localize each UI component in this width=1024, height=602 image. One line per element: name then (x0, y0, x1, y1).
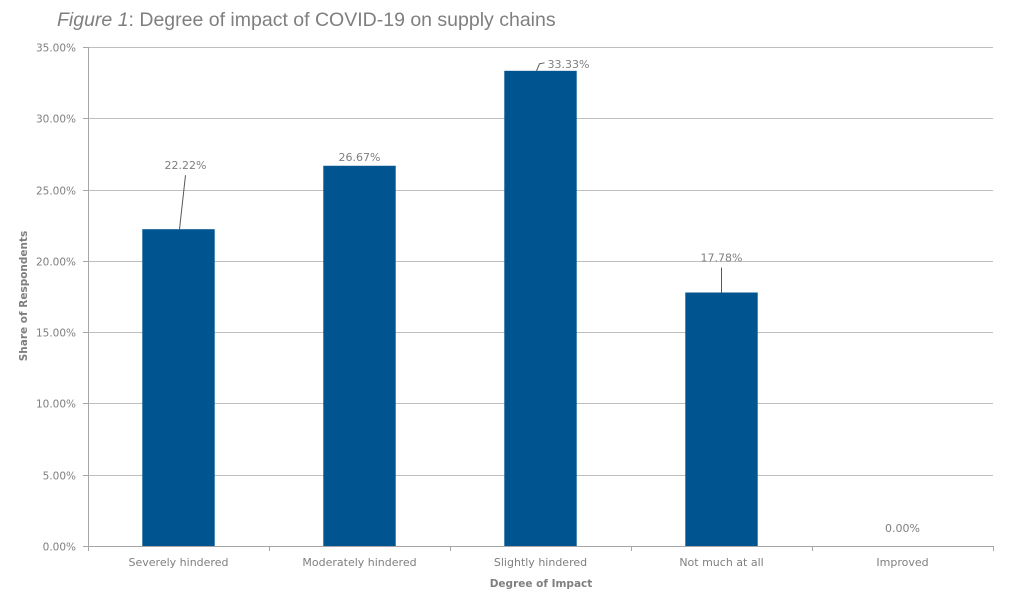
y-tick-label: 35.00% (36, 43, 76, 55)
chart-title-text: : Degree of impact of COVID-19 on supply… (128, 9, 556, 31)
y-tick-label: 25.00% (36, 186, 76, 198)
y-tick-label: 10.00% (36, 399, 76, 411)
data-label: 17.78% (701, 252, 743, 265)
bar (504, 70, 577, 547)
data-label: 0.00% (885, 522, 920, 535)
y-tick-label: 0.00% (43, 542, 76, 554)
y-tick-label: 20.00% (36, 257, 76, 269)
y-tick-label: 30.00% (36, 114, 76, 126)
bar (685, 292, 758, 546)
figure-number: Figure 1 (57, 9, 129, 31)
data-label: 22.22% (165, 159, 207, 172)
bar (142, 229, 215, 546)
data-label: 33.33% (548, 58, 590, 71)
x-category-label: Not much at all (679, 556, 763, 569)
y-tick-label: 15.00% (36, 328, 76, 340)
x-category-label: Slightly hindered (494, 556, 587, 569)
x-category-label: Moderately hindered (302, 556, 416, 569)
y-tick-label: 5.00% (43, 471, 76, 483)
y-axis-title: Share of Respondents (18, 231, 30, 362)
leader-line (179, 175, 186, 230)
data-label: 26.67% (339, 151, 381, 164)
x-axis (88, 47, 994, 551)
leader-lines (179, 62, 722, 293)
x-category-label: Severely hindered (129, 556, 229, 569)
x-axis-categories: Severely hindered Moderately hindered Slig… (129, 556, 929, 569)
bars (142, 70, 758, 547)
y-axis-ticks: 0.00% 5.00% 10.00% 15.00% 20.00% 25.00% 30.00%… (36, 43, 88, 554)
x-category-label: Improved (876, 556, 928, 569)
bar (323, 165, 396, 546)
leader-line (536, 62, 545, 72)
data-labels: 22.22% 26.67% 33.33% 17.78% 0.00% (165, 58, 920, 535)
chart-title: Figure 1: Degree of impact of COVID-19 o… (57, 9, 556, 32)
x-axis-title: Degree of Impact (490, 578, 593, 590)
